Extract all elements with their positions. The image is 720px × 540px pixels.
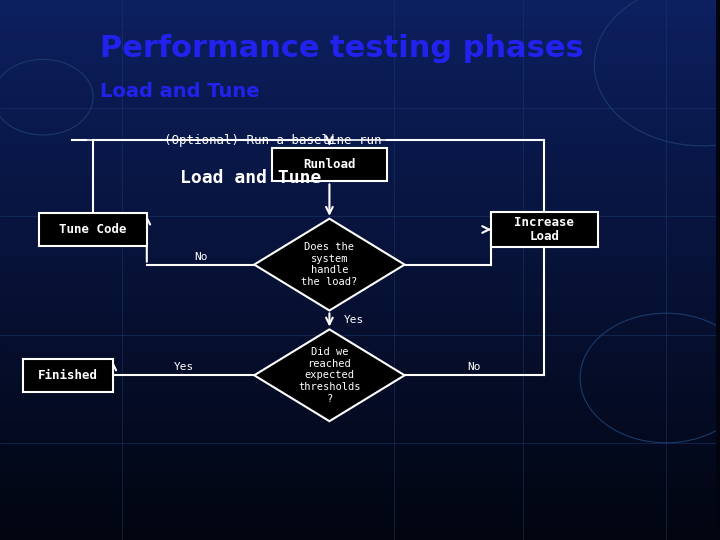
Bar [0, 418, 716, 432]
Bar [0, 392, 716, 405]
Bar [0, 230, 716, 243]
Bar [0, 526, 716, 540]
Bar [0, 216, 716, 229]
Bar [0, 472, 716, 486]
Text: Yes: Yes [174, 362, 194, 372]
Bar [0, 405, 716, 418]
Text: (Optional) Run a baseline run: (Optional) Run a baseline run [149, 134, 381, 147]
Bar [0, 324, 716, 338]
Bar [0, 486, 716, 500]
Bar [0, 94, 716, 108]
Polygon shape [254, 219, 405, 310]
Bar [0, 81, 716, 94]
Bar [0, 446, 716, 459]
Text: Performance testing phases: Performance testing phases [100, 34, 584, 63]
Text: No: No [468, 362, 481, 372]
Bar [0, 189, 716, 202]
Text: Finished: Finished [38, 369, 98, 382]
FancyBboxPatch shape [23, 359, 113, 392]
Bar [0, 162, 716, 176]
Text: Runload: Runload [303, 158, 356, 171]
Bar [0, 432, 716, 445]
Bar [0, 513, 716, 526]
Bar [0, 0, 716, 14]
Bar [0, 108, 716, 122]
FancyBboxPatch shape [40, 213, 147, 246]
Text: Tune Code: Tune Code [59, 223, 127, 236]
FancyBboxPatch shape [272, 148, 387, 181]
Bar [0, 54, 716, 68]
Bar [0, 500, 716, 513]
Bar [0, 202, 716, 216]
Text: Load and Tune: Load and Tune [180, 169, 321, 187]
Bar [0, 459, 716, 472]
Text: Load and Tune: Load and Tune [100, 82, 260, 102]
Text: No: No [194, 252, 207, 261]
Bar [0, 40, 716, 54]
Text: Did we
reached
expected
thresholds
?: Did we reached expected thresholds ? [298, 347, 361, 403]
Bar [0, 338, 716, 351]
Bar [0, 176, 716, 189]
Bar [0, 148, 716, 162]
Bar [0, 284, 716, 297]
Bar [0, 297, 716, 310]
Bar [0, 135, 716, 148]
Bar [0, 243, 716, 256]
Bar [0, 351, 716, 364]
Text: Does the
system
handle
the load?: Does the system handle the load? [301, 242, 358, 287]
Bar [0, 364, 716, 378]
Bar [0, 270, 716, 284]
Bar [0, 310, 716, 324]
Bar [0, 122, 716, 135]
Bar [0, 14, 716, 27]
Bar [0, 27, 716, 40]
Text: Increase
Load: Increase Load [514, 215, 575, 244]
FancyBboxPatch shape [490, 212, 598, 247]
Bar [0, 256, 716, 270]
Text: Yes: Yes [343, 315, 364, 325]
Bar [0, 68, 716, 81]
Bar [0, 378, 716, 392]
Polygon shape [254, 329, 405, 421]
